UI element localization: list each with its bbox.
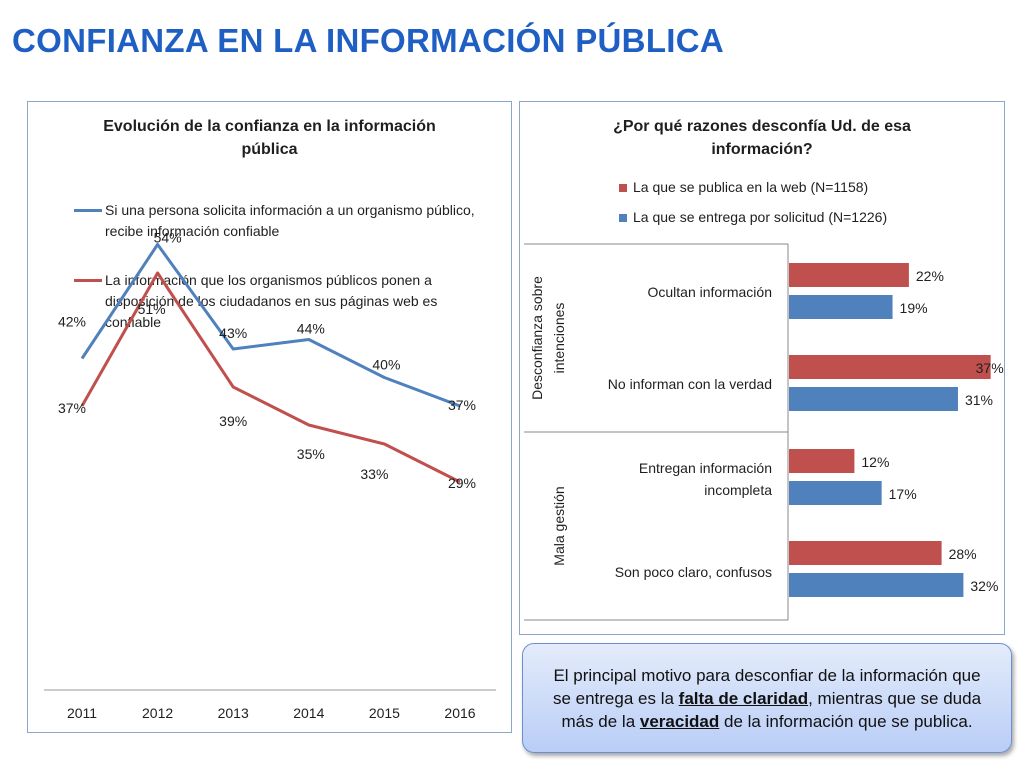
category-label-ocultan-informacion: Ocultan información xyxy=(647,284,772,300)
bar-chart-plot: Ocultan información No informan con la ve… xyxy=(524,243,1004,621)
legend-label-web-bar: La que se publica en la web (N=1158) xyxy=(633,179,869,195)
legend-swatch-solicitud-bar xyxy=(619,214,627,222)
data-label-solicitud-ocultan-informacion: 19% xyxy=(900,300,928,316)
bar-solicitud-ocultan-informacion xyxy=(789,295,893,319)
category-label-poco-claro-confusos: Son poco claro, confusos xyxy=(615,564,772,580)
legend-label-solicitud-bar: La que se entrega por solicitud (N=1226) xyxy=(633,209,888,225)
data-label-solicitud-no-informan-verdad: 31% xyxy=(965,392,993,408)
category-label-no-informan-verdad: No informan con la verdad xyxy=(608,376,772,392)
bar-solicitud-entregan-incompleta xyxy=(789,481,882,505)
bar-web-no-informan-verdad xyxy=(789,355,991,379)
series-line-solicitud xyxy=(80,243,461,408)
group-label-desconfianza-intenciones-line2: intenciones xyxy=(551,303,567,374)
callout-text-end: de la información que se publica. xyxy=(719,711,973,731)
data-label-web-2016: 29% xyxy=(448,475,476,491)
bar-web-poco-claro-confusos xyxy=(789,541,942,565)
x-tick-label-2012: 2012 xyxy=(142,705,173,721)
legend-swatch-solicitud xyxy=(74,209,102,212)
data-label-web-2011: 37% xyxy=(58,400,86,416)
group-label-mala-gestion: Mala gestión xyxy=(551,486,567,565)
legend-swatch-web-bar xyxy=(619,184,627,192)
data-label-solicitud-entregan-incompleta: 17% xyxy=(889,486,917,502)
bar-solicitud-poco-claro-confusos xyxy=(789,573,964,597)
data-label-solicitud-poco-claro-confusos: 32% xyxy=(970,578,998,594)
line-chart-title: Evolución de la confianza en la informac… xyxy=(103,118,436,158)
data-label-web-2013: 39% xyxy=(219,413,247,429)
bar-web-ocultan-informacion xyxy=(789,263,909,287)
x-tick-label-2014: 2014 xyxy=(293,705,324,721)
x-tick-label-2015: 2015 xyxy=(369,705,400,721)
line-chart-plot: 2011 2012 2013 2014 2015 2016 42% 54% 43% 44% 40% 3… xyxy=(44,230,496,721)
line-chart-panel: Evolución de la confianza en la informac… xyxy=(27,101,512,733)
bar-chart-panel: ¿Por qué razones desconfía Ud. de esa in… xyxy=(519,101,1005,635)
x-tick-label-2011: 2011 xyxy=(67,705,97,721)
data-label-web-2015: 33% xyxy=(360,466,388,482)
bar-web-entregan-incompleta xyxy=(789,449,855,473)
data-label-web-ocultan-informacion: 22% xyxy=(916,268,944,284)
category-label-entregan-incompleta-line2: incompleta xyxy=(704,482,772,498)
series-line-web xyxy=(80,271,461,484)
data-label-solicitud-2014: 44% xyxy=(297,321,325,337)
bar-solicitud-no-informan-verdad xyxy=(789,387,958,411)
bar-chart-title: ¿Por qué razones desconfía Ud. de esa in… xyxy=(613,118,911,158)
x-tick-label-2016: 2016 xyxy=(444,705,475,721)
data-label-web-2014: 35% xyxy=(297,446,325,462)
callout-text-start: El principal motivo para desconfiar de l… xyxy=(552,665,981,708)
group-label-desconfianza-intenciones-line1: Desconfianza sobre xyxy=(529,276,545,400)
legend-label-solicitud: Si una persona solicita información a un… xyxy=(105,202,475,239)
page-title: CONFIANZA EN LA INFORMACIÓN PÚBLICA xyxy=(12,22,725,59)
data-label-web-2012: 51% xyxy=(138,301,166,317)
data-label-solicitud-2016: 37% xyxy=(448,397,476,413)
callout-emphasis-claridad: falta de claridad xyxy=(678,688,809,708)
data-label-web-entregan-incompleta: 12% xyxy=(861,454,889,470)
callout-box: El principal motivo para desconfiar de l… xyxy=(522,643,1012,753)
data-label-web-no-informan-verdad: 37% xyxy=(976,360,1004,376)
category-label-entregan-incompleta-line1: Entregan información xyxy=(639,460,772,476)
data-label-solicitud-2011: 42% xyxy=(58,314,86,330)
callout-text-middle: , mientras que se duda más de la xyxy=(561,688,982,731)
x-tick-label-2013: 2013 xyxy=(218,705,249,721)
data-label-solicitud-2013: 43% xyxy=(219,325,247,341)
callout-emphasis-veracidad: veracidad xyxy=(639,711,720,731)
data-label-solicitud-2012: 54% xyxy=(154,230,182,246)
callout-text: El principal motivo para desconfiar de l… xyxy=(549,664,985,733)
legend-swatch-web xyxy=(74,279,102,282)
data-label-web-poco-claro-confusos: 28% xyxy=(949,546,977,562)
data-label-solicitud-2015: 40% xyxy=(372,357,400,373)
